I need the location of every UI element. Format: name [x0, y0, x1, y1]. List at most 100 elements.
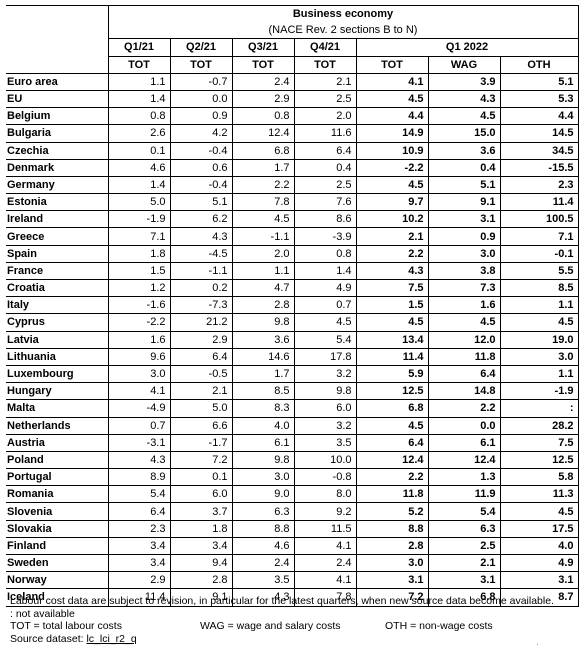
country-name: Lithuania [6, 348, 109, 366]
value-cell: 17.5 [500, 520, 579, 538]
value-cell: -0.8 [294, 468, 357, 487]
sub-col-tot: TOT [294, 55, 357, 74]
value-cell: 2.3 [500, 176, 579, 195]
value-cell: 13.4 [356, 331, 429, 349]
source-dataset-link[interactable]: lc_lci_r2_q [86, 632, 137, 645]
legend-oth: OTH = non-wage costs [385, 620, 493, 632]
value-cell: 1.7 [232, 365, 295, 384]
value-cell: -2.2 [356, 159, 429, 177]
table-row: Netherlands 0.7 6.6 4.0 3.2 4.5 0.0 28.2 [6, 417, 579, 435]
value-cell: -1.9 [108, 210, 171, 229]
table-row: Denmark 4.6 0.6 1.7 0.4 -2.2 0.4 -15.5 [6, 159, 579, 177]
table-row: Czechia 0.1 -0.4 6.8 6.4 10.9 3.6 34.5 [6, 142, 579, 160]
value-cell: 9.6 [108, 348, 171, 366]
table-row: Malta -4.9 5.0 8.3 6.0 6.8 2.2: [6, 399, 579, 418]
value-cell: 0.2 [170, 279, 233, 298]
col-header-q4-21: Q4/21 [294, 38, 357, 57]
value-cell: 11.3 [500, 485, 579, 504]
value-cell: 3.8 [428, 262, 501, 281]
value-cell: 5.4 [108, 485, 171, 504]
value-cell: 3.6 [428, 142, 501, 160]
table-subtitle: (NACE Rev. 2 sections B to N) [108, 22, 579, 39]
value-cell: 2.2 [356, 245, 429, 263]
value-cell: 3.5 [232, 571, 295, 590]
value-cell: 9.8 [232, 313, 295, 332]
table-row: Luxembourg 3.0 -0.5 1.7 3.2 5.9 6.4 1.1 [6, 365, 579, 384]
value-cell: 4.3 [428, 90, 501, 109]
value-cell: 2.9 [108, 571, 171, 590]
value-cell: 0.7 [294, 296, 357, 315]
value-cell: 4.5 [294, 313, 357, 332]
corner-mark: · [536, 640, 539, 649]
value-cell: 11.4 [356, 348, 429, 366]
sub-col-tot: TOT [108, 55, 171, 74]
value-cell: 28.2 [500, 417, 579, 435]
value-cell: 12.5 [500, 451, 579, 470]
value-cell: 1.5 [356, 296, 429, 315]
value-cell: 2.4 [232, 554, 295, 573]
country-name: Slovenia [6, 502, 109, 521]
table-row: Cyprus -2.2 21.2 9.8 4.5 4.5 4.5 4.5 [6, 313, 579, 332]
value-cell: 4.4 [500, 107, 579, 126]
value-cell: 1.8 [170, 520, 233, 538]
value-cell: 2.9 [232, 90, 295, 109]
sub-col-oth: OTH [500, 55, 579, 74]
value-cell: 2.1 [428, 554, 501, 573]
country-name: Hungary [6, 382, 109, 401]
value-cell: 1.4 [108, 90, 171, 109]
table-row: Estonia 5.0 5.1 7.8 7.6 9.7 9.1 11.4 [6, 193, 579, 212]
value-cell: 0.8 [294, 245, 357, 263]
value-cell: 1.1 [500, 296, 579, 315]
value-cell: 6.8 [356, 399, 429, 418]
value-cell: 10.0 [294, 451, 357, 470]
value-cell: 100.5 [500, 210, 579, 229]
value-cell: 11.9 [428, 485, 501, 504]
country-name: Italy [6, 296, 109, 315]
value-cell: 14.6 [232, 348, 295, 366]
value-cell: 3.2 [294, 365, 357, 384]
value-cell: 0.4 [428, 159, 501, 177]
value-cell: 1.1 [500, 365, 579, 384]
table-row: Euro area 1.1 -0.7 2.4 2.1 4.1 3.9 5.1 [6, 73, 579, 91]
value-cell: 3.1 [428, 210, 501, 229]
value-cell: 4.5 [232, 210, 295, 229]
country-name: Denmark [6, 159, 109, 177]
country-name: Norway [6, 571, 109, 590]
value-cell: 2.8 [356, 537, 429, 556]
value-cell: 2.9 [170, 331, 233, 349]
value-cell: 2.8 [170, 571, 233, 590]
sub-col-tot: TOT [170, 55, 233, 74]
col-header-q2-21: Q2/21 [170, 38, 233, 57]
table-row: Slovenia 6.4 3.7 6.3 9.2 5.2 5.4 4.5 [6, 502, 579, 521]
value-cell: 17.8 [294, 348, 357, 366]
value-cell: -0.5 [170, 365, 233, 384]
value-cell: 1.5 [108, 262, 171, 281]
value-cell: 9.1 [170, 588, 233, 607]
revision-note: Labour cost data are subject to revision… [10, 595, 554, 607]
value-cell: -3.9 [294, 227, 357, 246]
value-cell: 3.1 [428, 571, 501, 590]
value-cell: 0.9 [170, 107, 233, 126]
source-label: Source dataset: [10, 632, 87, 645]
value-cell: 7.2 [170, 451, 233, 470]
value-cell: 15.0 [428, 124, 501, 143]
table-body: Euro area 1.1 -0.7 2.4 2.1 4.1 3.9 5.1 EU 1.4 0.0 2… [6, 73, 579, 607]
value-cell: 6.4 [170, 348, 233, 366]
value-cell: 2.3 [108, 520, 171, 538]
value-cell: 5.9 [356, 365, 429, 384]
value-cell: -3.1 [108, 434, 171, 452]
value-cell: 4.1 [294, 571, 357, 590]
value-cell: 4.2 [170, 124, 233, 143]
value-cell: 7.2 [356, 588, 429, 607]
value-cell: 4.0 [500, 537, 579, 556]
value-cell: 2.1 [294, 73, 357, 91]
value-cell: 2.2 [428, 399, 501, 418]
value-cell: 4.5 [356, 90, 429, 109]
value-cell: 14.9 [356, 124, 429, 143]
value-cell: 3.4 [108, 554, 171, 573]
value-cell: 8.0 [294, 485, 357, 504]
value-cell: 7.8 [294, 588, 357, 607]
value-cell: -1.6 [108, 296, 171, 315]
value-cell: 6.4 [108, 502, 171, 521]
country-name: Romania [6, 485, 109, 504]
